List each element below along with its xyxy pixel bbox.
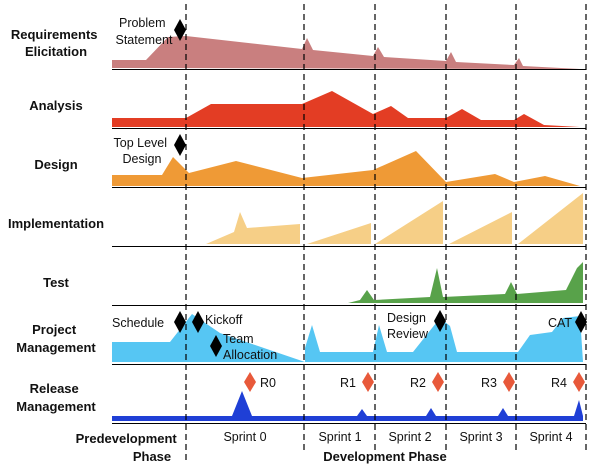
sprint-label-3: Sprint 3 (459, 430, 502, 444)
release-label-r4: R4 (551, 376, 567, 390)
lane-area-project-management (112, 314, 583, 362)
phase-label-predevelopment: Predevelopment Phase (76, 431, 181, 464)
milestone-top-level-design-label: Top Level Design (114, 136, 171, 166)
lane-label-requirements: Requirements Elicitation (11, 27, 101, 59)
lane-label-project-management: Project Management (16, 322, 96, 355)
sprint-label-0: Sprint 0 (223, 430, 266, 444)
milestone-schedule-label: Schedule (112, 316, 164, 330)
release-label-r0: R0 (260, 376, 276, 390)
milestone-diamond-icon (434, 310, 446, 332)
milestone-problem-statement-label: Problem Statement (116, 16, 174, 47)
lane-separators (112, 69, 586, 424)
release-label-r3: R3 (481, 376, 497, 390)
phase-label-development: Development Phase (323, 449, 447, 464)
milestone-team-allocation-label: Team Allocation (223, 332, 277, 362)
sprint-label-1: Sprint 1 (318, 430, 361, 444)
release-diamond-icon (573, 372, 585, 392)
lane-label-release-management: Release Management (16, 381, 96, 414)
lane-area-design (112, 151, 580, 186)
release-label-r1: R1 (340, 376, 356, 390)
lane-label-design: Design (34, 157, 77, 172)
lane-area-requirements (112, 36, 580, 69)
milestone-diamond-icon (575, 311, 587, 333)
sprint-label-4: Sprint 4 (529, 430, 572, 444)
milestone-kickoff-label: Kickoff (205, 313, 243, 327)
release-diamond-icon (432, 372, 444, 392)
milestone-diamond-icon (192, 311, 204, 333)
lane-area-implementation (206, 193, 583, 244)
sprint-dividers (185, 4, 587, 462)
lane-label-analysis: Analysis (29, 98, 82, 113)
lane-label-test: Test (43, 275, 69, 290)
lane-label-implementation: Implementation (8, 216, 104, 231)
release-diamond-icon (362, 372, 374, 392)
release-label-r2: R2 (410, 376, 426, 390)
release-diamond-icon (244, 372, 256, 392)
lane-area-test (348, 262, 583, 303)
milestone-diamond-icon (174, 19, 186, 41)
lane-area-analysis (112, 91, 580, 127)
lane-area-release-management (112, 391, 583, 421)
milestone-diamond-icon (210, 335, 222, 357)
sprint-label-2: Sprint 2 (388, 430, 431, 444)
release-diamond-icon (503, 372, 515, 392)
milestone-design-review-label: Design Review (387, 311, 429, 341)
milestone-cat-label: CAT (548, 316, 572, 330)
milestone-diamond-icon (174, 134, 186, 156)
milestone-diamond-icon (174, 311, 186, 333)
